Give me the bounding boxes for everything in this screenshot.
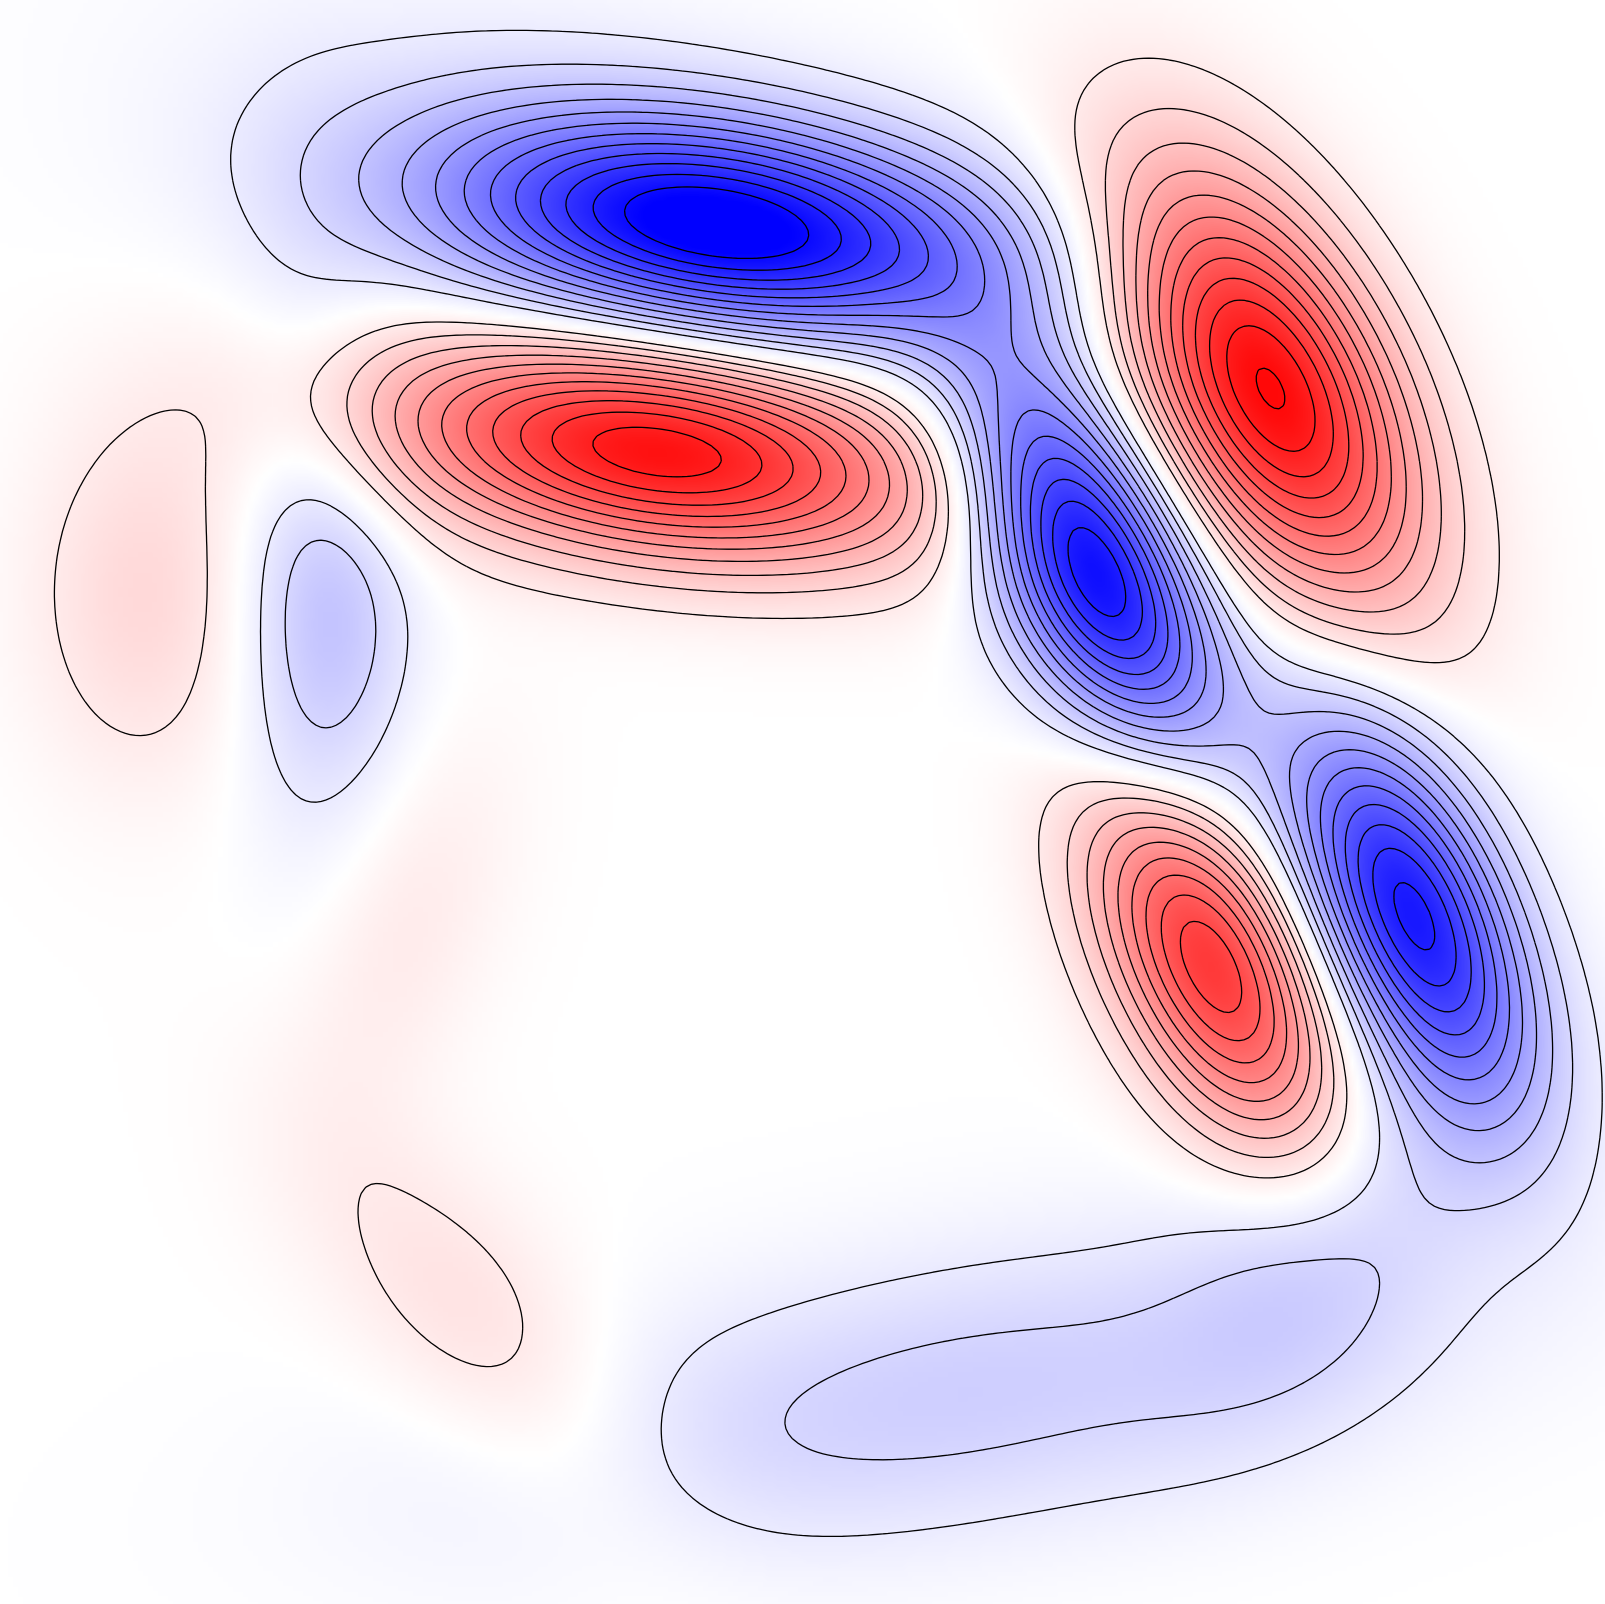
contour-line-pos-3 xyxy=(371,142,1442,1139)
contour-line-pos-11 xyxy=(592,325,1316,478)
contour-line-neg-12 xyxy=(623,186,810,260)
contour-line-pos-5 xyxy=(417,194,1407,1102)
contour-line-neg-4 xyxy=(401,98,1538,1132)
contour-line-neg-8 xyxy=(515,142,1486,1036)
contour-line-neg-11 xyxy=(592,173,1436,951)
contour-line-neg-5 xyxy=(434,111,1524,1105)
contour-line-pos-12 xyxy=(1255,367,1286,410)
contour-line-neg-2 xyxy=(284,63,1574,1461)
contour-line-neg-10 xyxy=(565,162,1457,987)
contour-line-neg-6 xyxy=(463,122,1511,1081)
contour-line-pos-2 xyxy=(346,107,1466,1159)
contour-line-pos-4 xyxy=(394,170,1424,1121)
contour-line-neg-7 xyxy=(489,133,1498,1058)
contour-line-neg-3 xyxy=(358,83,1554,1164)
contour-line-pos-1 xyxy=(53,57,1500,1368)
contour-line-neg-1 xyxy=(230,29,1603,1538)
contour-line-pos-10 xyxy=(551,299,1334,494)
contour-line-pos-8 xyxy=(492,257,1364,1042)
contour-lines xyxy=(53,29,1603,1538)
contour-line-pos-6 xyxy=(441,216,1392,1084)
contour-line-pos-9 xyxy=(520,277,1350,1014)
contour-line-neg-9 xyxy=(539,152,1472,1013)
contour-line-pos-7 xyxy=(466,237,1378,1064)
